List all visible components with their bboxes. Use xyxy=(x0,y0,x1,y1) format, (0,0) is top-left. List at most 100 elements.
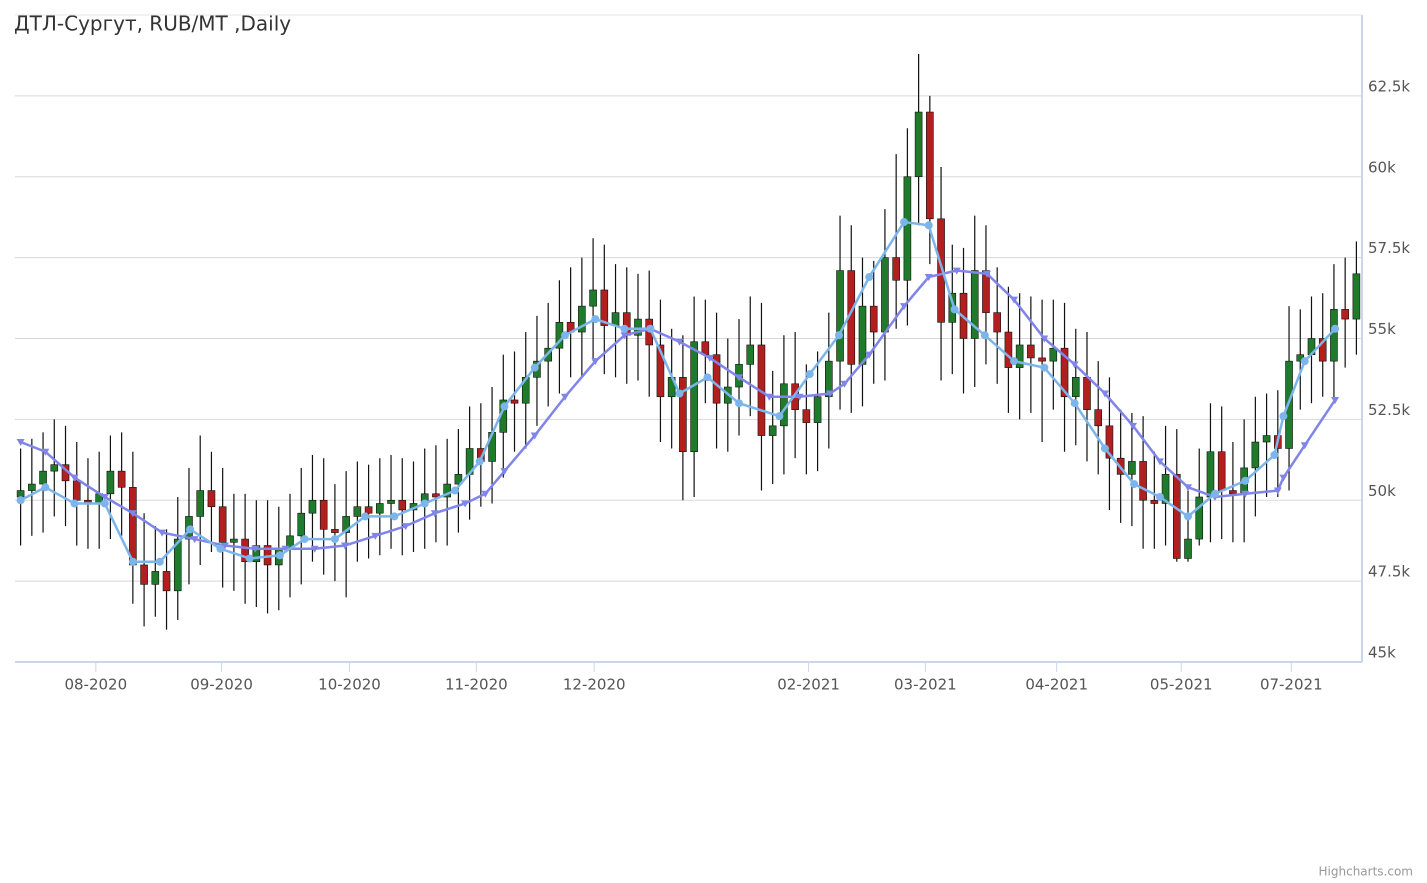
candle-body xyxy=(634,318,642,336)
ma-line xyxy=(20,269,1337,551)
ma-marker xyxy=(952,267,961,275)
ma-marker xyxy=(16,496,25,505)
candle-body xyxy=(308,499,317,514)
candle-body xyxy=(869,305,878,333)
candle-body xyxy=(914,111,923,178)
x-tick-label: 10-2020 xyxy=(318,676,381,694)
candle-body xyxy=(454,474,463,485)
candle-body xyxy=(746,344,755,365)
candle-body xyxy=(892,257,900,281)
ma-marker xyxy=(1331,324,1340,333)
candle-body xyxy=(701,341,710,355)
ma-marker xyxy=(530,363,539,372)
candle-body xyxy=(173,538,182,592)
candle-body xyxy=(331,529,339,533)
x-tick-label: 12-2020 xyxy=(563,676,626,694)
candle-body xyxy=(1262,435,1271,443)
candle-body xyxy=(1004,331,1013,368)
credit: Highcharts.com xyxy=(1319,865,1413,879)
ma-marker xyxy=(1184,512,1193,521)
candle-body xyxy=(376,503,384,514)
ma-marker xyxy=(825,390,834,398)
candle-body xyxy=(1251,441,1260,469)
ma-marker xyxy=(70,499,79,508)
candle-body xyxy=(982,270,990,313)
candle-body xyxy=(252,545,261,563)
ma-marker xyxy=(705,354,714,362)
candle-body xyxy=(162,571,171,592)
ma-marker xyxy=(500,402,509,411)
ma-marker xyxy=(1270,450,1279,459)
ma-marker xyxy=(251,545,260,553)
ma-marker xyxy=(158,529,167,537)
ma-marker xyxy=(865,351,874,359)
ma-marker xyxy=(1241,490,1250,498)
ma-marker xyxy=(500,468,509,476)
candle-body xyxy=(1128,461,1136,475)
ma-marker xyxy=(190,536,199,544)
ma-marker xyxy=(310,545,319,553)
ma-marker xyxy=(341,542,350,550)
ma-marker xyxy=(900,303,909,311)
candle-body xyxy=(510,399,519,404)
candle-body xyxy=(578,305,586,333)
candle-body xyxy=(39,470,47,485)
x-tick-label: 07-2021 xyxy=(1260,676,1323,694)
ma-marker xyxy=(1155,458,1164,466)
ma-marker xyxy=(401,523,410,531)
y-tick-label: 50k xyxy=(1368,482,1396,500)
candle-body xyxy=(50,464,59,472)
candle-body xyxy=(151,571,160,585)
ma-marker xyxy=(1070,361,1079,369)
ma-marker xyxy=(1040,363,1049,372)
x-tick-label: 05-2021 xyxy=(1150,676,1213,694)
ma-marker xyxy=(983,270,992,278)
ma-marker xyxy=(1300,357,1309,366)
ma-marker xyxy=(675,338,684,346)
candle-body xyxy=(1352,273,1361,320)
ma-marker xyxy=(765,393,774,401)
candle-body xyxy=(858,305,867,365)
candle-body xyxy=(1015,344,1024,368)
ma-marker xyxy=(795,393,804,401)
candle-body xyxy=(1049,347,1058,362)
ma-marker xyxy=(330,535,339,544)
candle-body xyxy=(1105,425,1114,459)
candle-body xyxy=(611,312,620,326)
ma-marker xyxy=(461,500,470,508)
candle-body xyxy=(207,490,216,508)
ma-marker xyxy=(430,510,439,518)
candle-body xyxy=(1341,309,1349,320)
candle-body xyxy=(600,289,609,326)
ma-marker xyxy=(735,399,744,408)
candle-body xyxy=(1083,377,1091,410)
ma-marker xyxy=(245,554,254,563)
ma-marker xyxy=(805,370,814,379)
y-tick-label: 47.5k xyxy=(1368,563,1410,581)
ma-marker xyxy=(620,324,629,333)
ma-marker xyxy=(1100,390,1109,398)
candle-body xyxy=(1060,347,1069,398)
ma-marker xyxy=(128,557,137,566)
candle-body xyxy=(1150,499,1159,504)
candle-body xyxy=(802,409,811,423)
ma-marker xyxy=(16,439,25,447)
ma-marker xyxy=(100,499,109,508)
ma-marker xyxy=(420,499,429,508)
ma-marker xyxy=(980,331,989,340)
ma-marker xyxy=(1010,357,1019,366)
x-tick-label: 02-2021 xyxy=(777,676,840,694)
candle-body xyxy=(387,499,395,504)
candle-body xyxy=(656,344,665,398)
ma-marker xyxy=(900,218,909,227)
ma-marker xyxy=(371,532,380,540)
ma-marker xyxy=(1040,335,1049,343)
candle-body xyxy=(1038,357,1046,362)
candle-body xyxy=(432,493,440,498)
ma-marker xyxy=(390,512,399,521)
candle-body xyxy=(926,111,934,220)
candle-body xyxy=(28,483,36,491)
candle-body xyxy=(1071,377,1080,398)
ma-marker xyxy=(1100,444,1109,453)
